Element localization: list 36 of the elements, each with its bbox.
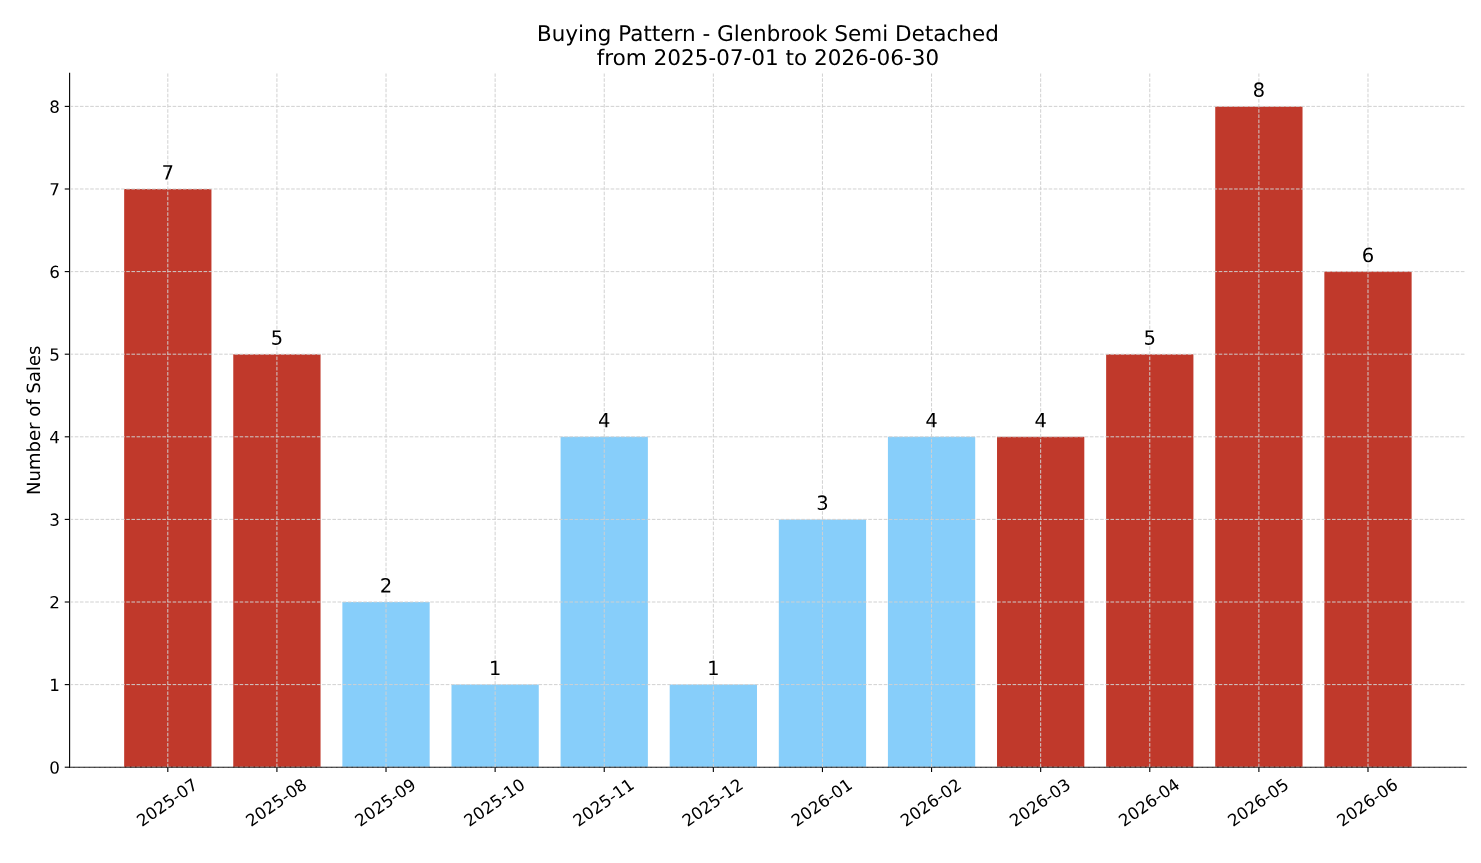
y-tick-label: 5: [50, 348, 59, 361]
bar: [669, 684, 757, 768]
bar: [560, 436, 648, 768]
data-label: 7: [163, 165, 173, 180]
y-tick-label: 4: [50, 430, 59, 444]
chart-subtitle: from 2025-07-01 to 2026-06-30: [597, 48, 938, 66]
bar: [887, 436, 976, 768]
y-tick-label: 1: [51, 678, 59, 691]
data-label: 5: [1145, 330, 1155, 345]
data-label: 4: [1035, 413, 1046, 428]
y-tick-label: 3: [50, 513, 59, 526]
data-label: 4: [599, 413, 610, 428]
y-axis-title: Number of Sales: [26, 346, 41, 494]
data-label: 3: [817, 495, 828, 511]
y-tick-label: 2: [50, 595, 59, 609]
bar: [997, 436, 1085, 768]
chart-title: Buying Pattern - Glenbrook Semi Detached: [539, 24, 997, 46]
data-label: 1: [491, 660, 500, 676]
y-tick-label: 8: [50, 100, 59, 113]
bar: [124, 189, 212, 768]
y-tick-label: 6: [50, 265, 59, 279]
bar: [778, 519, 867, 768]
data-label: 1: [709, 660, 718, 676]
bar: [1324, 271, 1412, 768]
data-label: 8: [1254, 82, 1264, 98]
bar: [1215, 106, 1303, 768]
bar: [342, 602, 430, 768]
y-tick-label: 7: [50, 183, 59, 196]
data-label: 5: [272, 330, 282, 345]
data-label: 6: [1363, 247, 1373, 263]
data-label: 4: [926, 413, 937, 428]
bar: [1106, 354, 1194, 768]
bar: [233, 354, 321, 768]
y-tick-label: 0: [50, 761, 59, 774]
data-label: 2: [381, 577, 391, 593]
bar: [451, 684, 539, 768]
